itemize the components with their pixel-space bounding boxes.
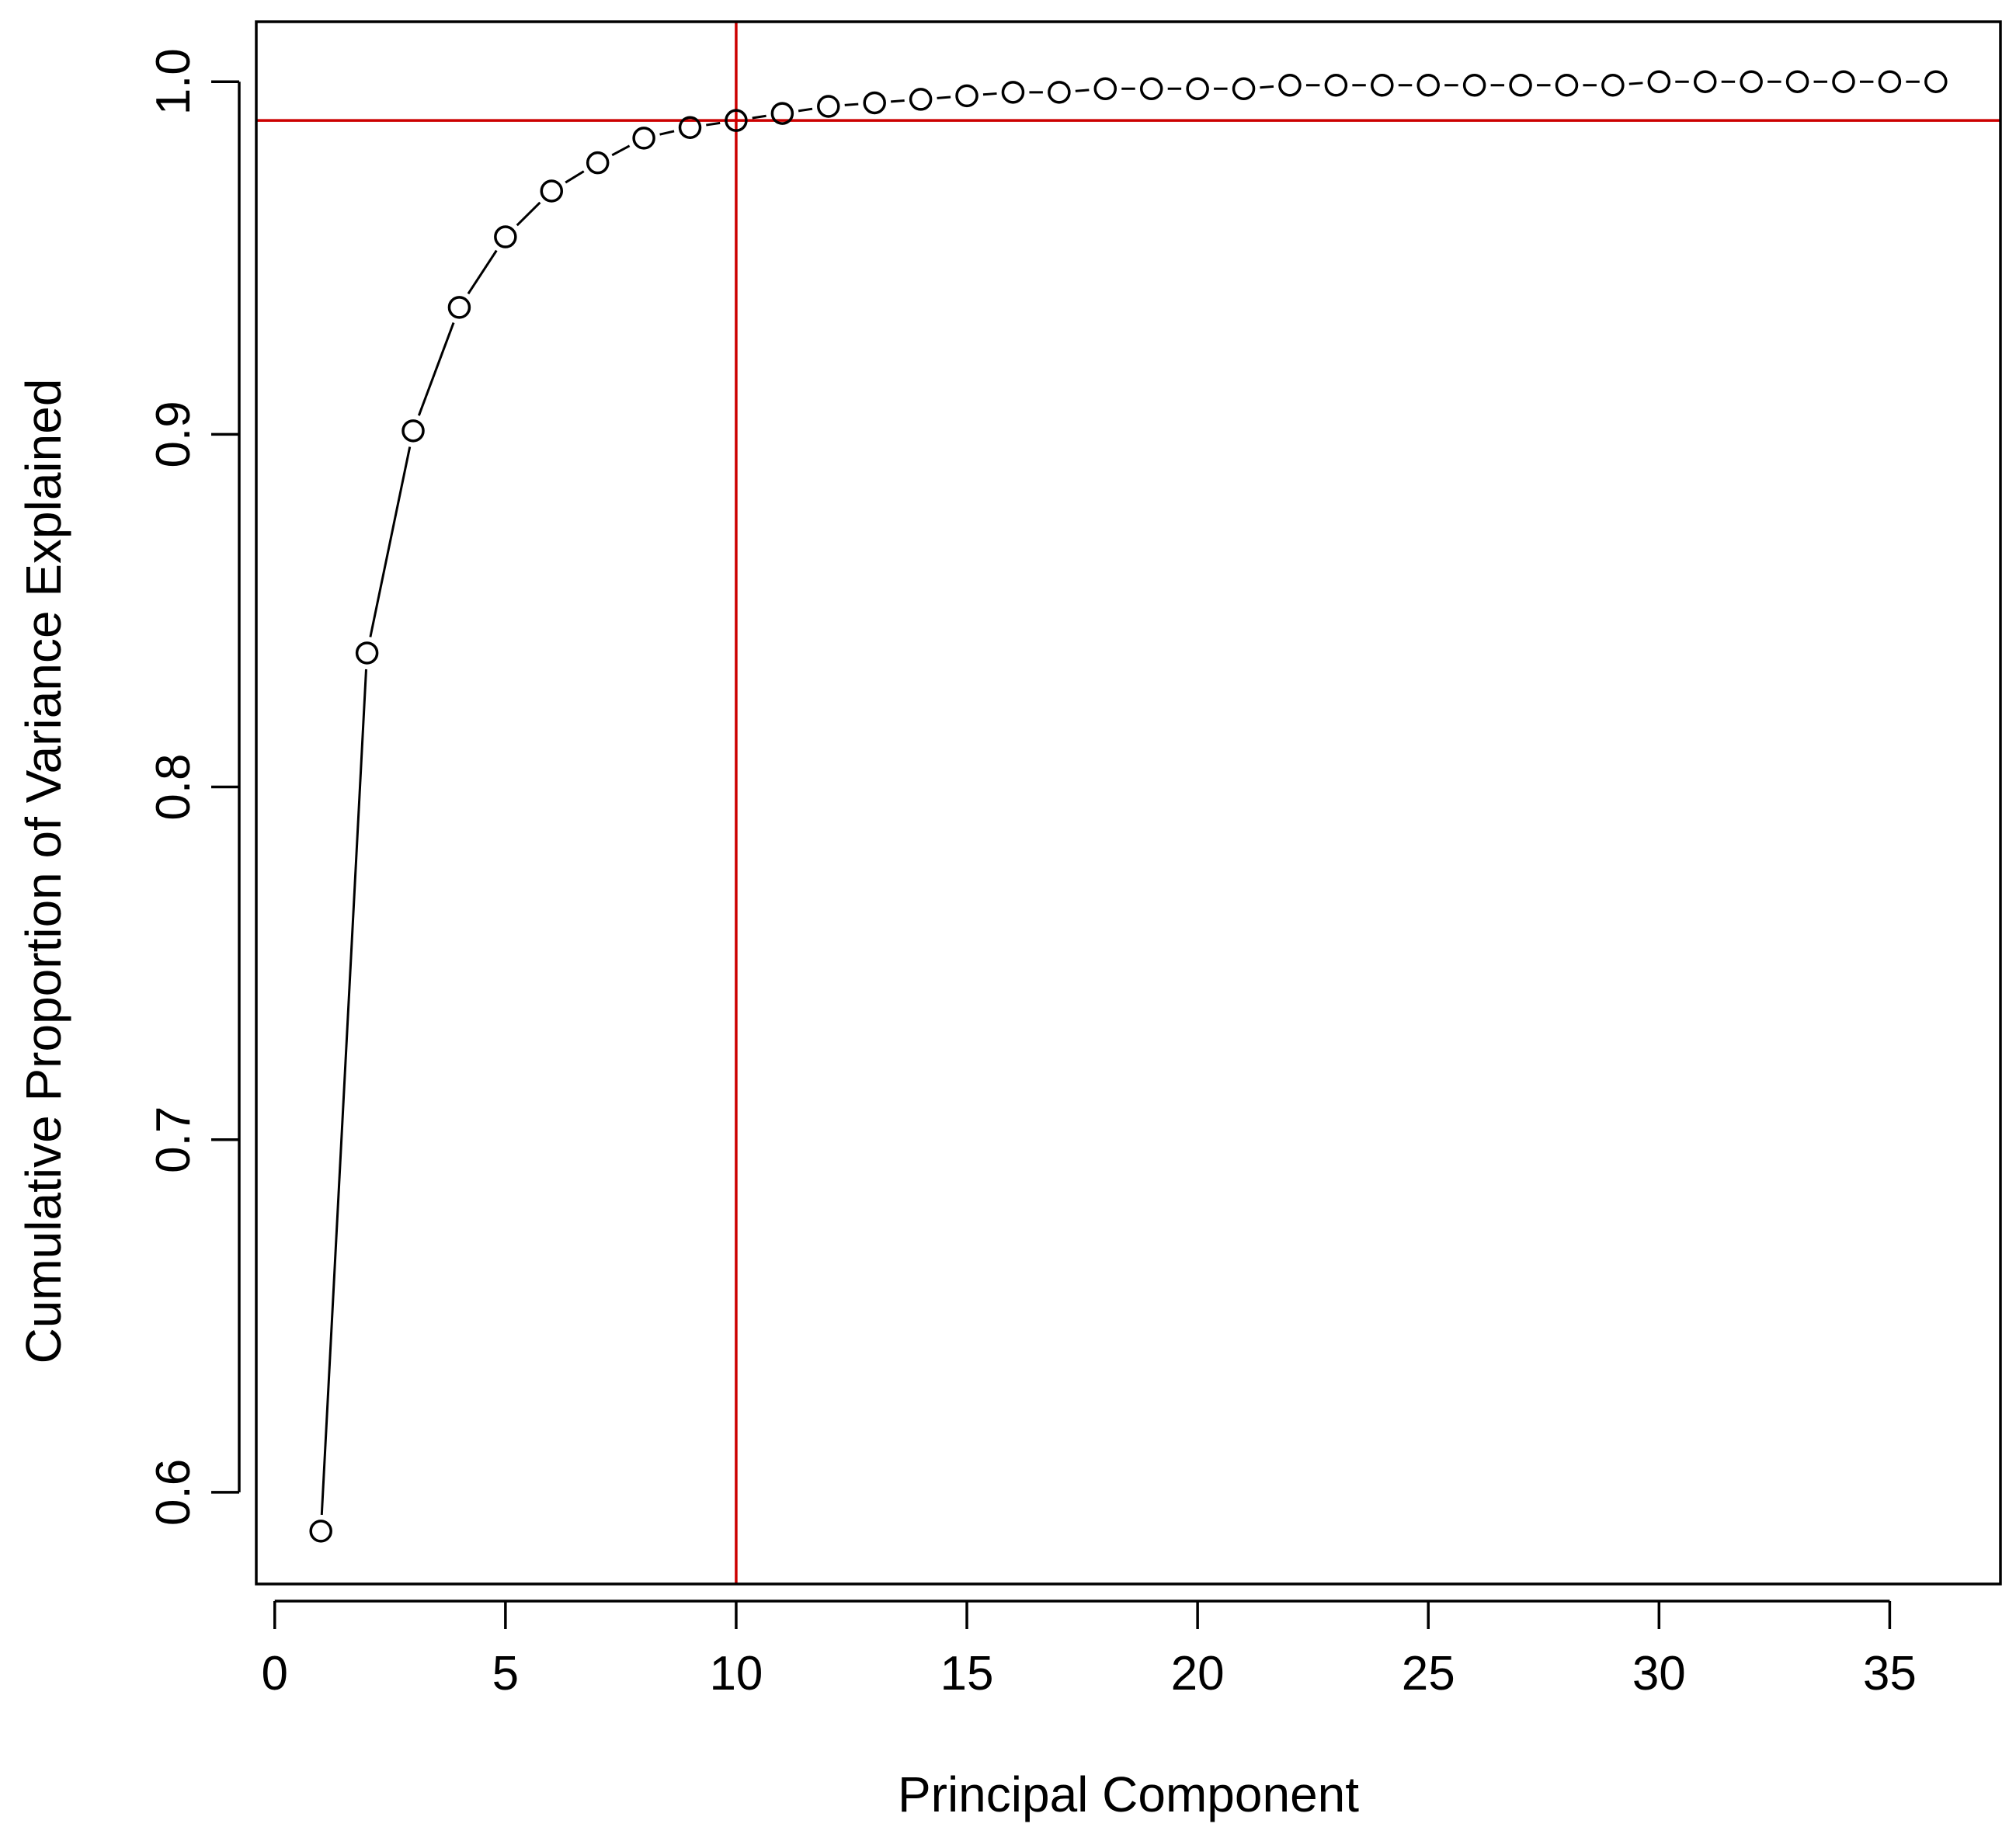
data-point [1740,70,1763,93]
x-tick-label: 10 [709,1647,763,1700]
x-tick-label: 5 [492,1647,519,1700]
data-point [725,109,748,132]
data-point [817,95,840,118]
series-lines [320,80,1920,1515]
data-point [1785,70,1809,93]
data-point [1462,74,1486,97]
data-point [540,179,564,203]
data-point [1416,74,1440,97]
series-segment [982,92,997,96]
data-point [1186,77,1209,101]
data-point [632,127,655,150]
series-segment [844,102,859,106]
data-point [863,91,886,115]
series-segment [752,114,766,120]
data-point [1232,77,1256,101]
y-tick-label: 0.6 [147,1459,200,1526]
series-segment [369,446,412,637]
data-point [678,116,702,140]
series-segment [611,144,631,157]
series-points [309,70,1948,1543]
y-axis: 0.6 0.7 0.8 0.9 1.0 [147,48,241,1526]
data-point [1093,77,1117,101]
series-segment [937,96,951,99]
series-segment [891,99,905,103]
x-tick-label: 25 [1402,1647,1455,1700]
series-segment [706,121,721,127]
data-point [1647,70,1671,93]
data-point [1693,70,1717,93]
series-segment [516,201,541,227]
series-segment [565,170,585,184]
plot-frame [255,20,2002,1586]
reference-lines [256,22,2000,1584]
series-segment [1260,85,1274,89]
data-point [447,296,471,319]
data-point [1139,77,1163,101]
x-tick-label: 0 [262,1647,288,1700]
data-point [1278,74,1302,97]
data-point [1555,74,1579,97]
x-tick-label: 35 [1863,1647,1917,1700]
y-tick-label: 1.0 [147,48,200,115]
series-segment [798,107,813,113]
y-tick-label: 0.9 [147,401,200,467]
data-point [909,88,933,111]
x-tick-label: 15 [940,1647,994,1700]
data-point [1324,74,1348,97]
data-point [355,641,379,665]
data-point [955,84,978,108]
y-tick-label: 0.7 [147,1106,200,1173]
data-point [1924,70,1948,93]
x-axis: 0 5 10 15 20 25 30 35 [262,1600,1917,1700]
data-point [770,102,794,125]
data-point [494,225,517,248]
series-segment [1075,89,1090,92]
data-point [586,151,610,175]
x-tick-label: 30 [1632,1647,1686,1700]
series-segment [417,322,455,416]
y-tick-label: 0.8 [147,753,200,820]
x-axis-title: Principal Component [898,1766,1359,1822]
data-point [1832,70,1855,93]
series-segment [320,669,367,1515]
data-point [1878,70,1902,93]
data-point [1509,74,1532,97]
data-point [401,419,425,443]
series-segment [659,130,675,136]
x-tick-label: 20 [1171,1647,1225,1700]
series-segment [467,249,498,295]
series-segment [1628,82,1643,85]
data-point [1601,74,1625,97]
data-point [309,1520,332,1543]
y-axis-title: Cumulative Proportion of Variance Explai… [16,379,71,1364]
data-point [1001,81,1025,104]
data-point [1371,74,1394,97]
data-point [1048,81,1071,104]
